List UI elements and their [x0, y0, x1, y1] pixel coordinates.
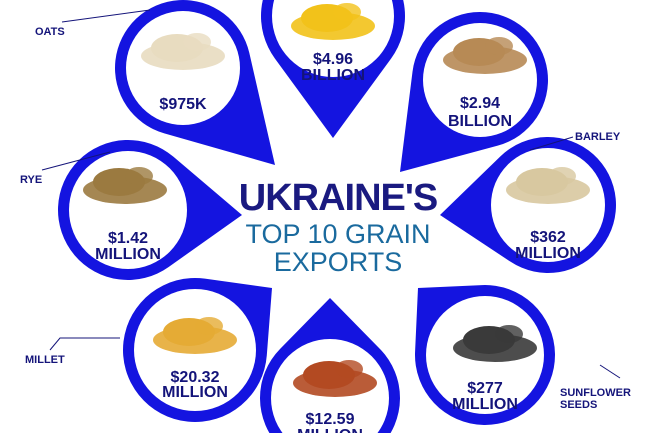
grain-image [183, 33, 211, 51]
value-text: $362 [530, 229, 566, 246]
leader-line [61, 9, 151, 23]
leader-line [529, 136, 574, 151]
grain-pod: $975K OATS [35, 0, 275, 165]
grain-label: SEEDS [560, 399, 597, 411]
pods: $975KOATS$4.96BILLION$2.94BILLION$362MIL… [20, 0, 631, 433]
leader-line [41, 151, 111, 171]
value-text: MILLION [162, 384, 228, 401]
value-text: $975K [159, 96, 207, 113]
value-text: BILLION [448, 113, 512, 130]
grain-label: SUNFLOWER [560, 387, 631, 399]
value-text: MILLION [515, 245, 581, 262]
value-text: BILLION [301, 67, 365, 84]
value-text: $4.96 [313, 51, 353, 68]
value-text: $2.94 [460, 95, 500, 112]
title-main: UKRAINE'S [239, 177, 438, 219]
value-text: MILLION [95, 246, 161, 263]
grain-image [548, 167, 576, 185]
grain-image [125, 167, 153, 185]
grain-label: BARLEY [575, 131, 621, 143]
leader-line [49, 337, 120, 351]
title-sub: EXPORTS [274, 247, 403, 277]
grain-image [333, 3, 361, 21]
value-text: MILLION [452, 396, 518, 413]
value-text: $1.42 [108, 230, 148, 247]
leader-line [599, 364, 621, 379]
grain-pod: $12.59MILLION [260, 298, 400, 433]
value-text: $20.32 [171, 369, 220, 386]
grain-image [485, 37, 513, 55]
grain-image [495, 325, 523, 343]
title-sub: TOP 10 GRAIN [245, 219, 430, 249]
grain-image [335, 360, 363, 378]
grain-label: RYE [20, 174, 42, 186]
grain-image [195, 317, 223, 335]
value-text: $12.59 [306, 411, 355, 428]
grain-label: OATS [35, 26, 65, 38]
value-text: MILLION [297, 427, 363, 433]
grain-label: MILLET [25, 354, 65, 366]
value-text: $277 [467, 380, 503, 397]
